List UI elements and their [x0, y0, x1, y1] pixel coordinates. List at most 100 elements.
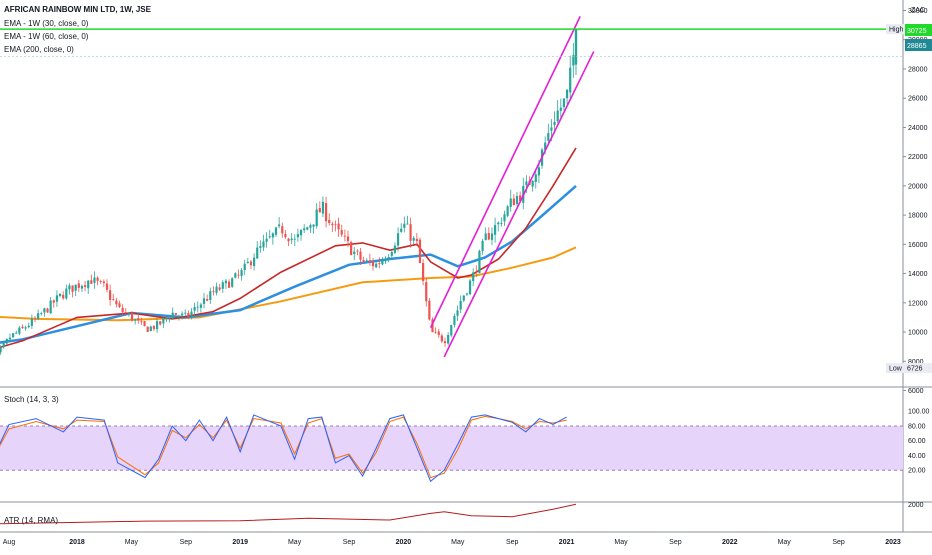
candle-body: [484, 233, 487, 241]
candle-body: [478, 250, 481, 274]
candle-body: [130, 312, 134, 321]
candle-body: [509, 198, 512, 207]
candle-body: [472, 272, 475, 282]
candle-body: [112, 299, 115, 300]
candle-body: [5, 338, 8, 344]
candle-body: [90, 280, 93, 284]
price-axis-label: 8000: [908, 359, 924, 366]
candle-body: [121, 307, 124, 313]
candle-body: [572, 55, 575, 66]
candle-body: [30, 318, 33, 326]
candle-body: [209, 291, 212, 300]
candle-body: [318, 207, 321, 213]
ema200-line: [0, 246, 577, 322]
symbol-title: AFRICAN RAINBOW MIN LTD, 1W, JSE: [4, 5, 151, 14]
price-axis-label: 14000: [908, 271, 928, 278]
candle-body: [55, 295, 59, 302]
candle-body: [456, 310, 459, 316]
candle-body: [337, 223, 340, 230]
candle-body: [265, 238, 268, 242]
candle-body: [515, 196, 519, 204]
candle-body: [481, 240, 484, 251]
ema-badge: 28865: [907, 43, 927, 50]
candle-body: [256, 247, 259, 259]
candle-body: [450, 325, 453, 336]
candle-body: [350, 242, 353, 256]
candle-body: [490, 233, 494, 240]
candle-body: [15, 332, 18, 334]
ema60-legend[interactable]: EMA - 1W (60, close, 0): [4, 32, 89, 41]
candle-body: [574, 29, 578, 65]
candle-body: [396, 233, 400, 246]
candle-body: [37, 313, 40, 319]
candle-body: [447, 334, 450, 344]
candle-body: [87, 280, 90, 289]
candle-body: [409, 224, 412, 241]
time-axis-label: Sep: [180, 539, 193, 546]
candle-body: [221, 282, 224, 289]
price-axis-label: 26000: [908, 96, 928, 103]
candle-body: [171, 312, 174, 319]
candle-body: [556, 110, 559, 122]
candle-body: [281, 226, 284, 234]
stoch-axis-label: 20.00: [908, 468, 926, 475]
candle-body: [21, 326, 24, 329]
candle-body: [378, 263, 381, 265]
candle-body: [0, 347, 2, 353]
candle-body: [249, 261, 253, 266]
candle-body: [278, 224, 281, 227]
time-axis-label: May: [451, 539, 465, 546]
candle-body: [99, 281, 102, 282]
candle-body: [137, 318, 140, 321]
ema30-legend[interactable]: EMA - 1W (30, close, 0): [4, 19, 89, 28]
candle-body: [224, 280, 228, 284]
candle-body: [503, 214, 506, 222]
time-axis-label: Sep: [343, 539, 356, 546]
candle-body: [393, 245, 397, 253]
candle-body: [237, 274, 240, 276]
candle-body: [168, 318, 171, 320]
price-axis-label: 20000: [908, 183, 928, 190]
candle-body: [500, 223, 503, 224]
candle-body: [74, 284, 77, 291]
low-label-box: [886, 363, 932, 373]
candle-body: [487, 233, 490, 240]
candle-body: [418, 239, 422, 264]
candle-body: [190, 311, 193, 317]
candle-body: [43, 308, 46, 313]
candle-body: [202, 298, 206, 304]
candle-body: [365, 260, 368, 262]
candle-body: [331, 223, 334, 225]
candle-body: [465, 293, 469, 295]
candle-body: [362, 260, 365, 262]
time-axis-label: Sep: [832, 539, 845, 546]
candle-body: [559, 107, 562, 111]
atr-line: [0, 503, 577, 525]
candle-body: [506, 206, 509, 216]
candle-body: [519, 195, 522, 201]
candle-body: [400, 228, 403, 232]
candle-body: [284, 233, 287, 238]
candle-body: [24, 327, 27, 329]
candle-body: [124, 312, 127, 313]
candle-body: [102, 281, 105, 284]
candle-body: [565, 89, 569, 99]
candle-body: [553, 121, 556, 126]
candle-body: [440, 335, 443, 342]
stoch-k-line: [0, 414, 567, 483]
time-axis-label: Sep: [669, 539, 682, 546]
candle-body: [321, 201, 325, 214]
atr-legend[interactable]: ATR (14, RMA): [4, 516, 59, 525]
candle-body: [140, 321, 143, 323]
stoch-d-line: [0, 415, 567, 479]
stoch-legend[interactable]: Stoch (14, 3, 3): [4, 395, 59, 404]
candle-body: [234, 273, 237, 278]
candle-body: [11, 333, 15, 338]
time-axis-label: Sep: [506, 539, 519, 546]
ema200-legend[interactable]: EMA (200, close, 0): [4, 45, 74, 54]
candle-body: [303, 228, 306, 231]
candle-body: [49, 300, 52, 314]
candle-body: [252, 257, 256, 267]
candle-body: [371, 261, 375, 267]
